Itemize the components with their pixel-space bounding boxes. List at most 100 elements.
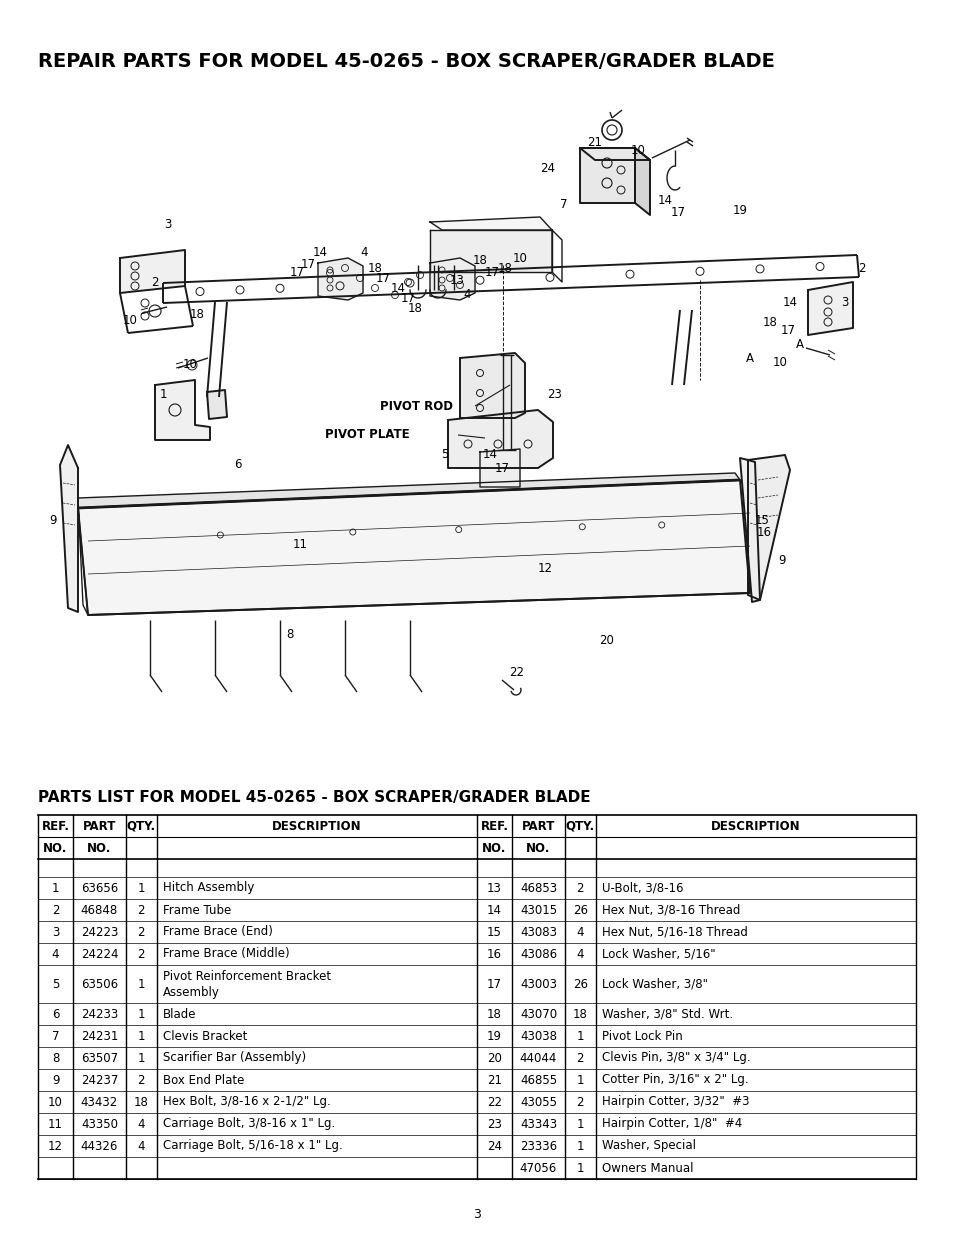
Text: 10: 10 xyxy=(630,143,645,157)
Text: 17: 17 xyxy=(670,205,685,219)
Text: 1: 1 xyxy=(576,1030,583,1042)
Text: 8: 8 xyxy=(286,629,294,641)
Text: 17: 17 xyxy=(484,266,499,279)
Text: 3: 3 xyxy=(164,219,172,231)
Text: 18: 18 xyxy=(367,262,382,274)
Polygon shape xyxy=(430,258,475,300)
Text: 24: 24 xyxy=(540,162,555,174)
Text: 4: 4 xyxy=(137,1118,145,1130)
Text: 26: 26 xyxy=(572,977,587,990)
Text: 14: 14 xyxy=(390,282,405,294)
Text: 10: 10 xyxy=(122,314,137,326)
Text: 14: 14 xyxy=(487,904,501,916)
Text: Pivot Reinforcement Bracket: Pivot Reinforcement Bracket xyxy=(162,969,331,983)
Polygon shape xyxy=(740,458,760,601)
Text: 4: 4 xyxy=(360,246,367,258)
Text: 18: 18 xyxy=(572,1008,587,1020)
Text: 17: 17 xyxy=(289,267,304,279)
Text: 2: 2 xyxy=(137,1073,145,1087)
Text: 47056: 47056 xyxy=(519,1161,557,1174)
Text: Lock Washer, 5/16": Lock Washer, 5/16" xyxy=(601,947,715,961)
Text: 43038: 43038 xyxy=(519,1030,557,1042)
Text: 63656: 63656 xyxy=(81,882,118,894)
Text: 5: 5 xyxy=(441,448,448,462)
Text: 46848: 46848 xyxy=(81,904,118,916)
Polygon shape xyxy=(78,473,740,508)
Text: 10: 10 xyxy=(512,252,527,264)
Text: 18: 18 xyxy=(487,1008,501,1020)
Text: 1: 1 xyxy=(576,1073,583,1087)
Text: Washer, 3/8" Std. Wrt.: Washer, 3/8" Std. Wrt. xyxy=(601,1008,732,1020)
Polygon shape xyxy=(60,445,78,613)
Text: 22: 22 xyxy=(487,1095,501,1109)
Polygon shape xyxy=(448,410,553,468)
Text: 19: 19 xyxy=(487,1030,501,1042)
Text: 18: 18 xyxy=(497,262,512,274)
Text: REPAIR PARTS FOR MODEL 45-0265 - BOX SCRAPER/GRADER BLADE: REPAIR PARTS FOR MODEL 45-0265 - BOX SCR… xyxy=(38,52,774,70)
Text: PIVOT PLATE: PIVOT PLATE xyxy=(325,429,409,441)
Text: 10: 10 xyxy=(772,356,786,368)
Text: 11: 11 xyxy=(293,538,307,552)
Text: 4: 4 xyxy=(576,925,583,939)
Polygon shape xyxy=(78,480,749,615)
Text: DESCRIPTION: DESCRIPTION xyxy=(710,820,800,832)
Polygon shape xyxy=(635,148,649,215)
Text: Hex Nut, 5/16-18 Thread: Hex Nut, 5/16-18 Thread xyxy=(601,925,746,939)
Text: 43055: 43055 xyxy=(519,1095,557,1109)
Text: 9: 9 xyxy=(51,1073,59,1087)
Text: 24224: 24224 xyxy=(81,947,118,961)
Text: A: A xyxy=(745,352,753,364)
Text: 43432: 43432 xyxy=(81,1095,118,1109)
Text: 8: 8 xyxy=(51,1051,59,1065)
Text: 7: 7 xyxy=(559,199,567,211)
Text: Lock Washer, 3/8": Lock Washer, 3/8" xyxy=(601,977,707,990)
Text: 3: 3 xyxy=(841,295,848,309)
Text: PART: PART xyxy=(83,820,116,832)
Text: Hairpin Cotter, 1/8"  #4: Hairpin Cotter, 1/8" #4 xyxy=(601,1118,741,1130)
Text: Owners Manual: Owners Manual xyxy=(601,1161,692,1174)
Text: 13: 13 xyxy=(449,273,464,287)
Text: 2: 2 xyxy=(576,1095,583,1109)
Text: QTY.: QTY. xyxy=(127,820,155,832)
Text: 21: 21 xyxy=(587,137,602,149)
Text: 5: 5 xyxy=(51,977,59,990)
Polygon shape xyxy=(579,148,635,203)
Text: 43343: 43343 xyxy=(519,1118,557,1130)
Text: Hex Nut, 3/8-16 Thread: Hex Nut, 3/8-16 Thread xyxy=(601,904,740,916)
Text: 1: 1 xyxy=(576,1140,583,1152)
Text: 1: 1 xyxy=(576,1161,583,1174)
Text: 16: 16 xyxy=(756,526,771,540)
Text: 7: 7 xyxy=(51,1030,59,1042)
Text: 23336: 23336 xyxy=(519,1140,557,1152)
Text: 26: 26 xyxy=(572,904,587,916)
Text: REF.: REF. xyxy=(42,820,70,832)
Text: 17: 17 xyxy=(780,324,795,336)
Text: 6: 6 xyxy=(234,458,241,472)
Text: 24223: 24223 xyxy=(81,925,118,939)
Text: Frame Brace (Middle): Frame Brace (Middle) xyxy=(162,947,289,961)
Text: DESCRIPTION: DESCRIPTION xyxy=(272,820,361,832)
Text: 43350: 43350 xyxy=(81,1118,118,1130)
Text: 14: 14 xyxy=(482,448,497,462)
Polygon shape xyxy=(317,258,363,300)
Polygon shape xyxy=(579,148,649,161)
Text: 17: 17 xyxy=(494,462,509,474)
Text: 19: 19 xyxy=(732,204,747,216)
Text: 9: 9 xyxy=(50,514,56,526)
Text: 1: 1 xyxy=(137,882,145,894)
Text: 17: 17 xyxy=(487,977,501,990)
Text: 22: 22 xyxy=(509,666,524,678)
Text: PARTS LIST FOR MODEL 45-0265 - BOX SCRAPER/GRADER BLADE: PARTS LIST FOR MODEL 45-0265 - BOX SCRAP… xyxy=(38,790,590,805)
Text: 3: 3 xyxy=(473,1209,480,1221)
Text: Scarifier Bar (Assembly): Scarifier Bar (Assembly) xyxy=(162,1051,305,1065)
Text: 18: 18 xyxy=(761,315,777,329)
Text: 14: 14 xyxy=(781,295,797,309)
Text: NO.: NO. xyxy=(43,841,68,855)
Text: 2: 2 xyxy=(576,882,583,894)
Text: U-Bolt, 3/8-16: U-Bolt, 3/8-16 xyxy=(601,882,682,894)
Text: 13: 13 xyxy=(487,882,501,894)
Text: 14: 14 xyxy=(313,247,327,259)
Text: 1: 1 xyxy=(159,389,167,401)
Text: 1: 1 xyxy=(51,882,59,894)
Text: 2: 2 xyxy=(152,277,158,289)
